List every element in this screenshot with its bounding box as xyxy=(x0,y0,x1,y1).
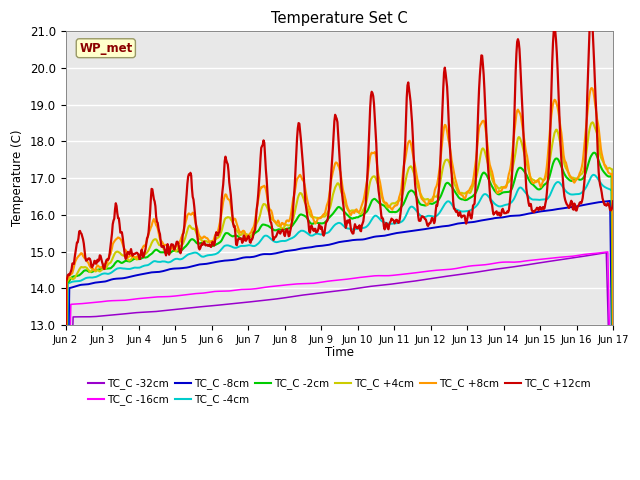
Title: Temperature Set C: Temperature Set C xyxy=(271,11,408,26)
Y-axis label: Temperature (C): Temperature (C) xyxy=(11,130,24,227)
Legend: TC_C -32cm, TC_C -16cm, TC_C -8cm, TC_C -4cm, TC_C -2cm, TC_C +4cm, TC_C +8cm, T: TC_C -32cm, TC_C -16cm, TC_C -8cm, TC_C … xyxy=(84,374,595,409)
X-axis label: Time: Time xyxy=(325,346,354,359)
Text: WP_met: WP_met xyxy=(79,42,132,55)
